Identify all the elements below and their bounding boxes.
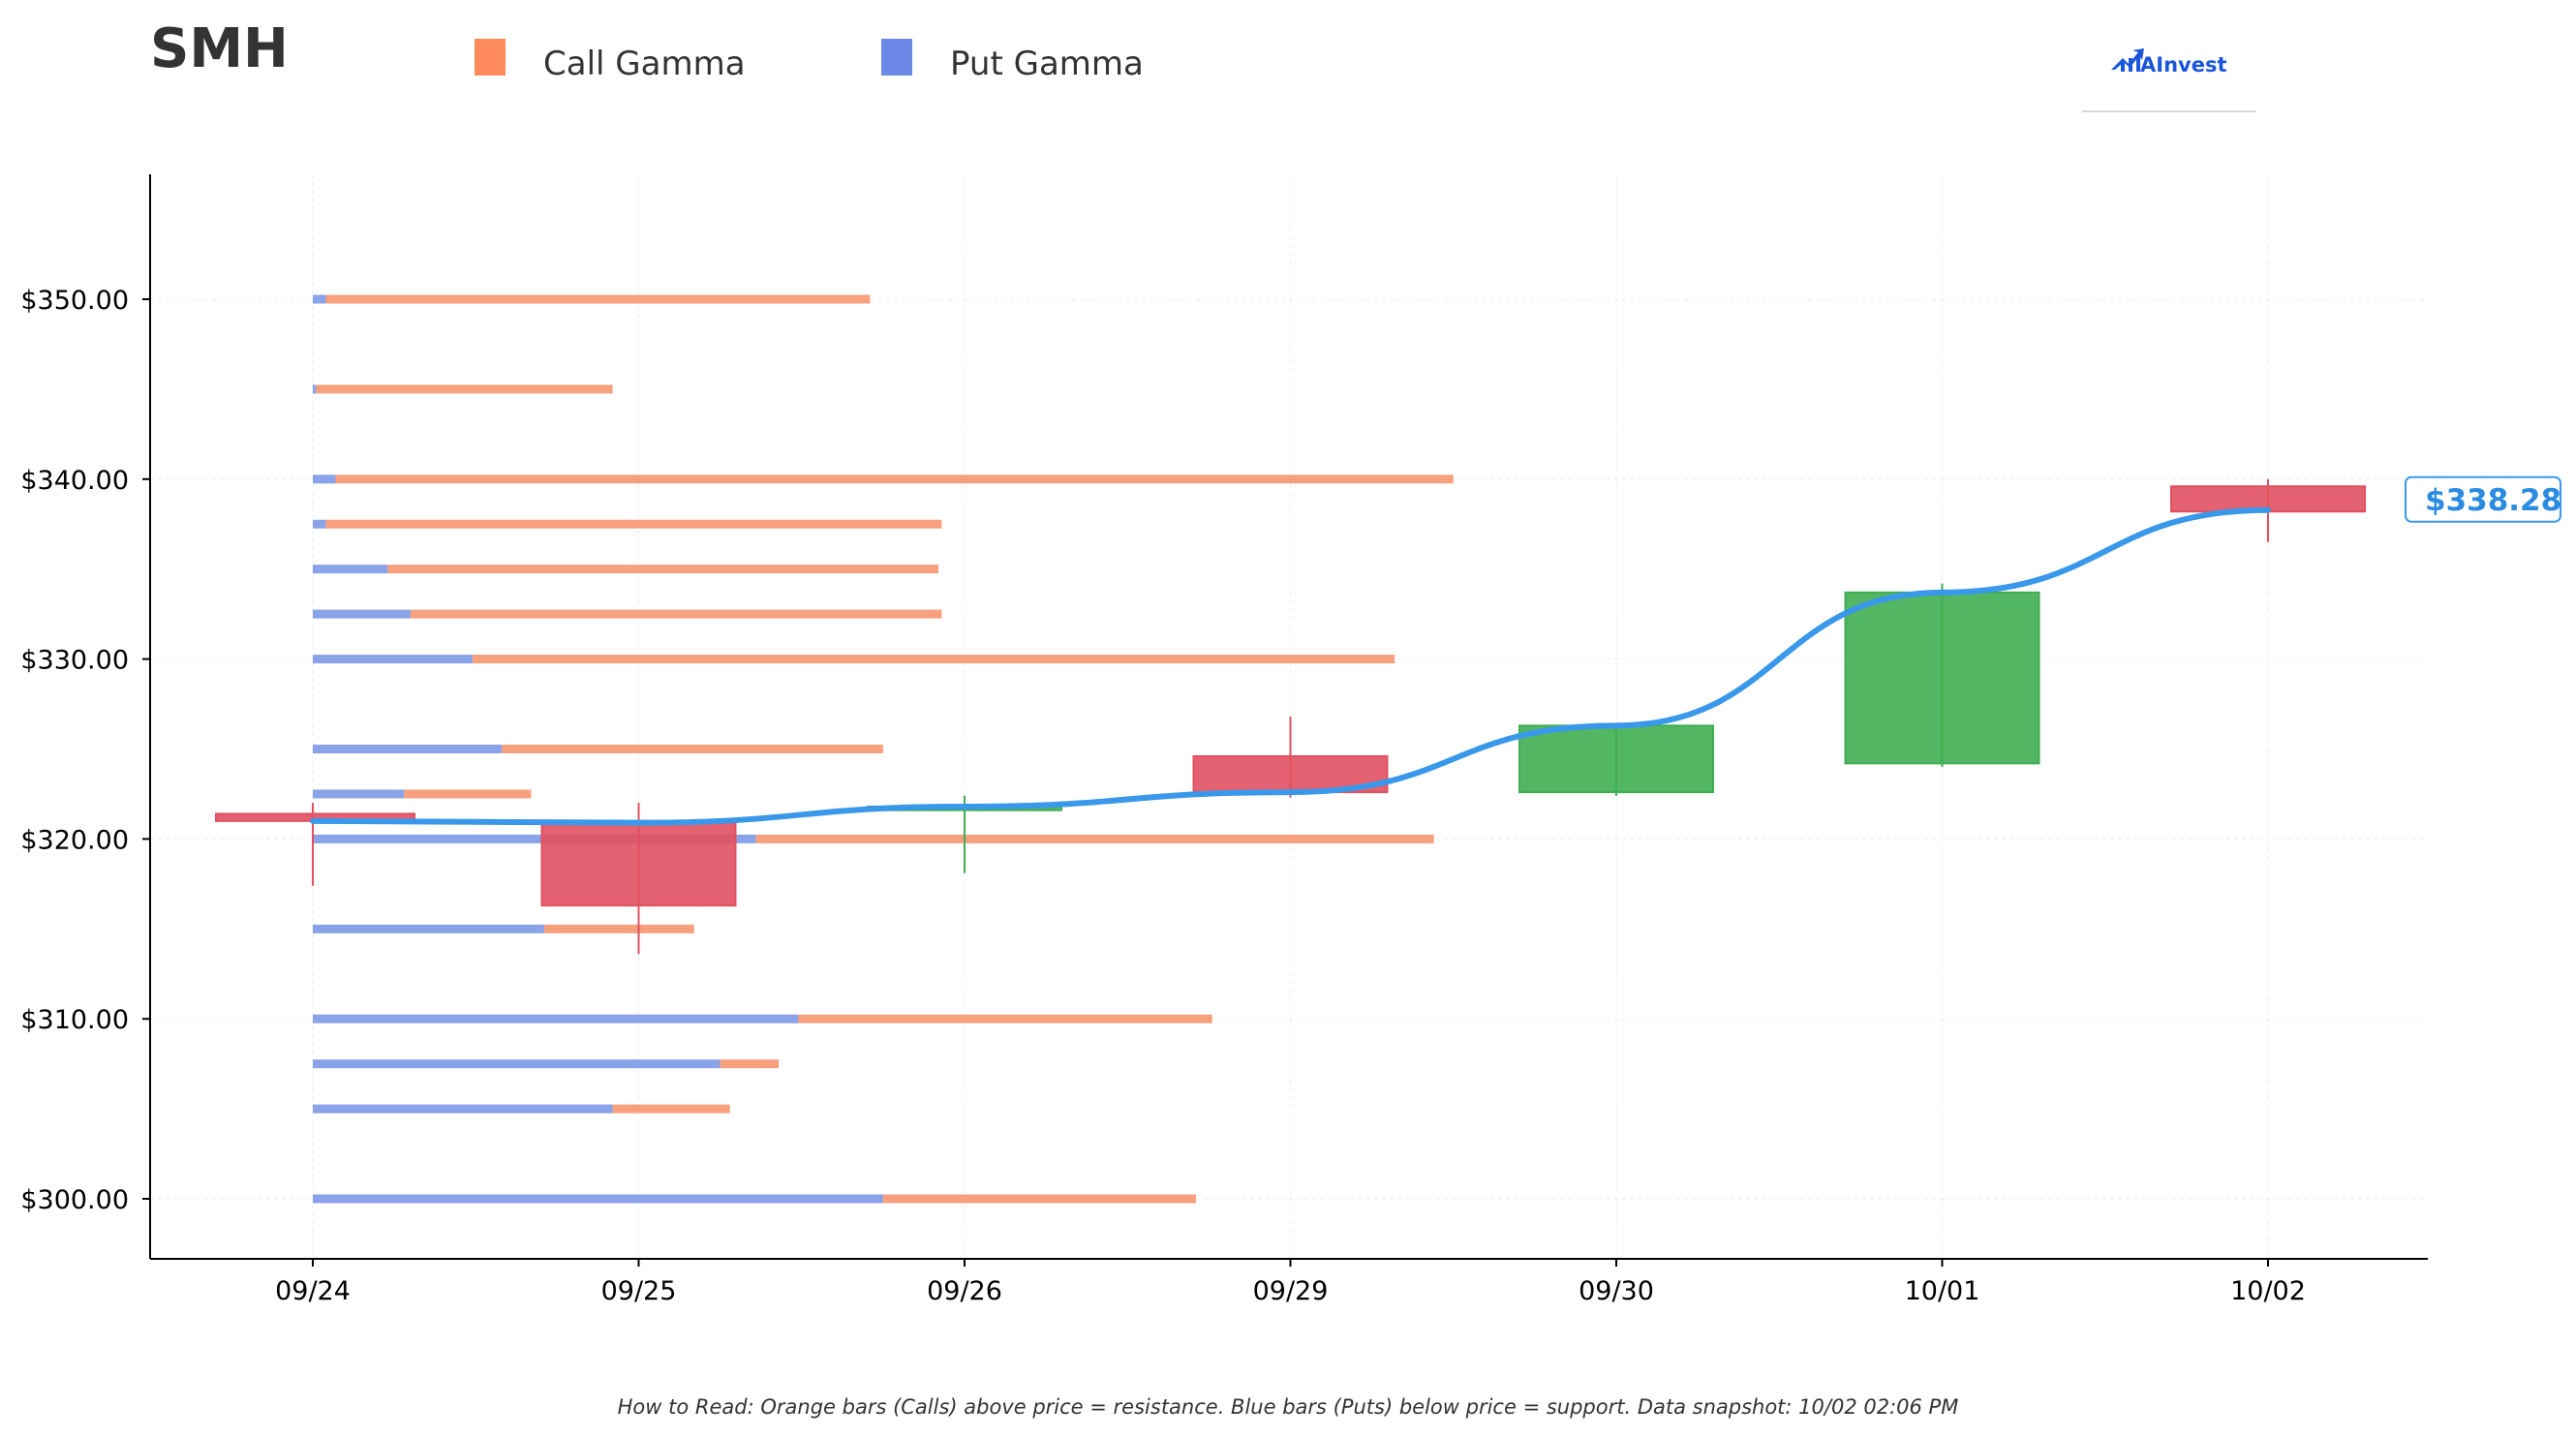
call-gamma-bar <box>543 924 694 933</box>
legend: Call Gamma Put Gamma <box>475 39 1144 83</box>
x-tick-label: 09/26 <box>927 1276 1002 1306</box>
axes <box>142 174 2428 1267</box>
call-gamma-bar <box>335 474 1454 484</box>
legend-item-call: Call Gamma <box>475 39 746 83</box>
call-gamma-bar <box>325 519 942 529</box>
call-gamma-bar <box>612 1104 730 1114</box>
last-price-value: $338.28 <box>2425 483 2561 518</box>
call-gamma-bar <box>798 1014 1212 1024</box>
x-tick-label: 09/29 <box>1253 1276 1329 1306</box>
put-gamma-bar <box>313 924 544 933</box>
y-tick-label: $310.00 <box>20 1005 129 1035</box>
last-price-box <box>2405 475 2561 523</box>
bar-chart-icon <box>2111 48 2144 72</box>
call-gamma-bar <box>720 1059 780 1069</box>
y-tick-label: $320.00 <box>20 825 129 855</box>
grid-lines <box>150 174 2428 1259</box>
candle-body <box>1518 724 1714 794</box>
call-gamma-bar <box>387 565 939 574</box>
y-tick-label: $340.00 <box>20 466 129 496</box>
call-gamma-bar <box>882 1194 1196 1204</box>
put-gamma-bar <box>313 565 388 574</box>
put-gamma-bar <box>313 609 411 619</box>
x-tick-label: 09/25 <box>601 1276 677 1306</box>
call-gamma-bar <box>755 834 1434 843</box>
price-line <box>310 506 2271 826</box>
put-gamma-label: Put Gamma <box>950 45 1144 83</box>
put-gamma-bar <box>313 294 326 304</box>
put-gamma-bar <box>313 384 317 394</box>
put-gamma-bar <box>313 519 326 529</box>
footnote: How to Read: Orange bars (Calls) above p… <box>618 1395 1959 1419</box>
candle-body <box>1844 591 2040 765</box>
brand-logo: AInvest <box>2082 48 2256 112</box>
x-tick-label: 09/24 <box>275 1276 351 1306</box>
call-gamma-bar <box>502 745 883 753</box>
call-gamma-label: Call Gamma <box>543 45 746 83</box>
put-gamma-swatch <box>881 39 912 76</box>
y-tick-label: $330.00 <box>20 646 129 676</box>
brand-name: AInvest <box>2140 53 2227 76</box>
put-gamma-bar <box>313 655 473 664</box>
put-gamma-bar <box>313 834 756 843</box>
y-tick-label: $300.00 <box>20 1185 129 1215</box>
gamma-bars <box>313 294 1454 1204</box>
tick-labels: $300.00 $310.00 $320.00 $330.00 $340.00 $350.… <box>20 286 2306 1306</box>
call-gamma-bar <box>410 609 942 619</box>
legend-item-put: Put Gamma <box>881 39 1144 83</box>
put-gamma-bar <box>313 1194 883 1204</box>
y-tick-label: $350.00 <box>20 286 129 316</box>
call-gamma-bar <box>325 294 871 304</box>
put-gamma-bar <box>313 1014 799 1024</box>
x-tick-label: 09/30 <box>1579 1276 1654 1306</box>
put-gamma-bar <box>313 789 405 799</box>
put-gamma-bar <box>313 1059 721 1069</box>
call-gamma-bar <box>404 789 532 799</box>
x-tick-label: 10/01 <box>1905 1276 1980 1306</box>
put-gamma-bar <box>313 1104 613 1114</box>
price-line-group <box>310 506 2271 826</box>
ticker-title: SMH <box>150 17 289 80</box>
last-price-label: $338.28 <box>2405 475 2561 523</box>
call-gamma-swatch <box>475 39 506 76</box>
candle-body <box>540 819 737 907</box>
call-gamma-bar <box>316 384 613 394</box>
put-gamma-bar <box>313 474 336 484</box>
x-tick-label: 10/02 <box>2230 1276 2306 1306</box>
put-gamma-bar <box>313 745 503 753</box>
call-gamma-bar <box>472 655 1395 664</box>
